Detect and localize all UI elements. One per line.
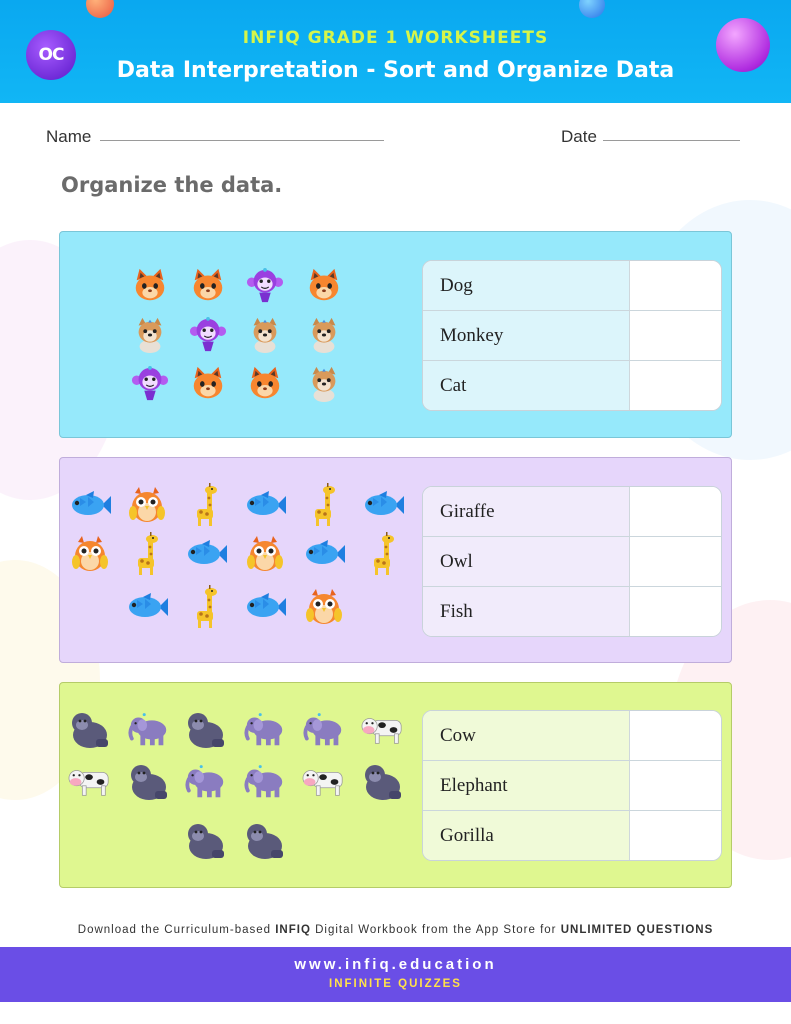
cow-icon [302, 759, 346, 803]
category-label: Owl [423, 537, 629, 586]
monkey-icon [186, 313, 230, 357]
category-label: Cat [423, 361, 629, 410]
gorilla-icon [127, 759, 171, 803]
answer-box[interactable] [629, 487, 721, 536]
answer-box[interactable] [629, 537, 721, 586]
category-label: Giraffe [423, 487, 629, 536]
cow-icon [361, 707, 405, 751]
date-label: Date [561, 127, 597, 146]
giraffe-icon [125, 532, 169, 576]
answer-box[interactable] [629, 261, 721, 310]
cat-icon [128, 264, 172, 308]
name-field-line[interactable] [100, 140, 384, 141]
name-label: Name [46, 127, 92, 146]
gorilla-icon [184, 707, 228, 751]
brand-title: INFIQ GRADE 1 WORKSHEETS [242, 28, 549, 48]
fish-icon [243, 483, 287, 527]
dog-icon [302, 313, 346, 357]
gorilla-icon [68, 707, 112, 751]
fish-icon [125, 585, 169, 629]
footer-tagline: INFINITE QUIZZES [329, 978, 462, 990]
table-row: Monkey [423, 311, 721, 361]
owl-icon [243, 532, 287, 576]
cow-icon [68, 759, 112, 803]
category-label: Monkey [423, 311, 629, 360]
header-banner: OC INFIQ GRADE 1 WORKSHEETS Data Interpr… [0, 0, 791, 103]
gorilla-icon [243, 818, 287, 862]
table-row: Dog [423, 261, 721, 311]
owl-icon [125, 483, 169, 527]
elephant-icon [127, 707, 171, 751]
answer-box[interactable] [629, 311, 721, 360]
elephant-icon [243, 707, 287, 751]
website-link[interactable]: www.infiq.education [294, 956, 497, 973]
giraffe-icon [302, 483, 346, 527]
category-label: Elephant [423, 761, 629, 810]
promo-text: Download the Curriculum-based INFIQ Digi… [77, 924, 714, 936]
infiq-logo: OC [26, 30, 76, 80]
giraffe-icon [361, 532, 405, 576]
decor-ball [579, 0, 605, 18]
tally-table-2: Giraffe Owl Fish [422, 486, 722, 637]
fish-icon [302, 532, 346, 576]
elephant-icon [243, 759, 287, 803]
table-row: Giraffe [423, 487, 721, 537]
answer-box[interactable] [629, 811, 721, 860]
worksheet-title: Data Interpretation - Sort and Organize … [116, 58, 675, 83]
elephant-icon [302, 707, 346, 751]
fish-icon [243, 585, 287, 629]
table-row: Cat [423, 361, 721, 410]
cat-icon [186, 264, 230, 308]
date-field-line[interactable] [603, 140, 740, 141]
table-row: Gorilla [423, 811, 721, 860]
table-row: Elephant [423, 761, 721, 811]
table-row: Cow [423, 711, 721, 761]
fish-icon [68, 483, 112, 527]
footer-banner: www.infiq.education INFINITE QUIZZES [0, 947, 791, 1002]
gorilla-icon [361, 759, 405, 803]
table-row: Owl [423, 537, 721, 587]
fish-icon [184, 532, 228, 576]
tally-table-1: Dog Monkey Cat [422, 260, 722, 411]
category-label: Fish [423, 587, 629, 636]
tally-table-3: Cow Elephant Gorilla [422, 710, 722, 861]
decor-ball [86, 0, 114, 18]
cat-icon [186, 362, 230, 406]
owl-icon [302, 585, 346, 629]
dog-icon [128, 313, 172, 357]
cat-icon [302, 264, 346, 308]
answer-box[interactable] [629, 761, 721, 810]
dog-icon [243, 313, 287, 357]
giraffe-icon [184, 585, 228, 629]
elephant-icon [184, 759, 228, 803]
monkey-icon [128, 362, 172, 406]
giraffe-icon [184, 483, 228, 527]
decor-ball [716, 18, 770, 72]
category-label: Gorilla [423, 811, 629, 860]
answer-box[interactable] [629, 711, 721, 760]
answer-box[interactable] [629, 361, 721, 410]
cat-icon [243, 362, 287, 406]
category-label: Cow [423, 711, 629, 760]
table-row: Fish [423, 587, 721, 636]
monkey-icon [243, 264, 287, 308]
category-label: Dog [423, 261, 629, 310]
gorilla-icon [184, 818, 228, 862]
answer-box[interactable] [629, 587, 721, 636]
owl-icon [68, 532, 112, 576]
instruction-text: Organize the data. [61, 173, 283, 197]
fish-icon [361, 483, 405, 527]
dog-icon [302, 362, 346, 406]
